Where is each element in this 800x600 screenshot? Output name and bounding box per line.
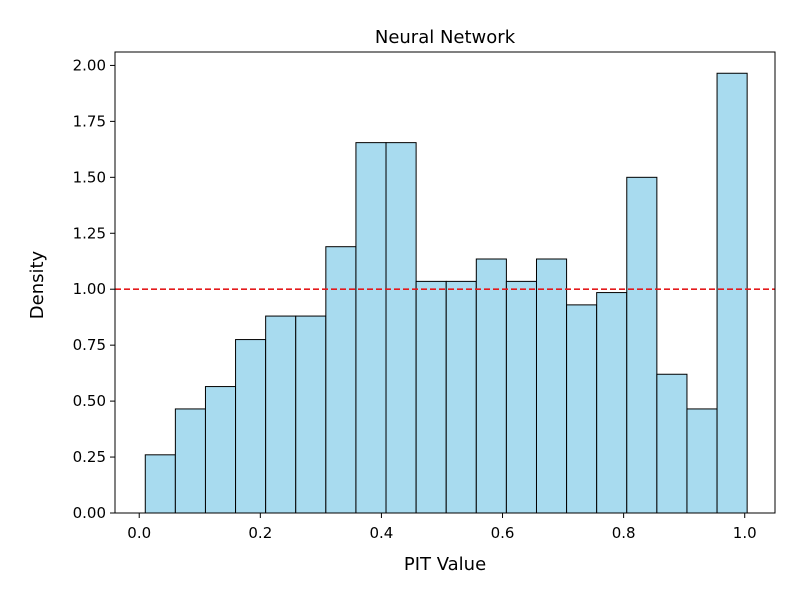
histogram-bar xyxy=(445,280,477,514)
histogram-bar xyxy=(235,339,267,514)
bars-group xyxy=(144,72,748,514)
histogram-bar xyxy=(265,315,297,514)
y-axis-label: Density xyxy=(27,250,48,319)
y-tick-label: 1.50 xyxy=(73,168,106,186)
chart-title: Neural Network xyxy=(375,27,516,48)
histogram-bar xyxy=(505,280,537,514)
x-axis-ticks: 0.0 0.2 0.4 0.6 0.8 1.0 xyxy=(127,513,757,542)
histogram-bar xyxy=(535,258,568,514)
histogram-bar xyxy=(475,258,507,514)
x-tick-label: 0.4 xyxy=(369,524,393,542)
histogram-bar xyxy=(566,304,598,514)
y-tick-label: 0.75 xyxy=(73,336,106,354)
histogram-bar xyxy=(325,246,357,514)
y-tick-label: 1.25 xyxy=(73,224,106,242)
histogram-bar xyxy=(355,142,387,514)
histogram-bar xyxy=(385,142,417,514)
histogram-bar xyxy=(415,280,447,514)
y-tick-label: 0.50 xyxy=(73,392,106,410)
plot-frame xyxy=(114,51,776,514)
y-tick-label: 0.25 xyxy=(73,448,106,466)
y-tick-label: 1.75 xyxy=(73,112,106,130)
histogram-bar xyxy=(144,454,176,514)
histogram-bar xyxy=(204,386,237,514)
histogram-bar xyxy=(295,315,327,514)
histogram-bar xyxy=(596,292,628,514)
y-tick-label: 2.00 xyxy=(73,56,106,74)
y-tick-label: 1.00 xyxy=(73,280,106,298)
x-tick-label: 0.8 xyxy=(612,524,636,542)
y-tick-label: 0.00 xyxy=(73,504,106,522)
histogram-bar xyxy=(626,176,658,514)
histogram-bar xyxy=(174,408,206,514)
histogram-bar xyxy=(686,408,718,514)
x-tick-label: 0.6 xyxy=(491,524,515,542)
histogram-bar xyxy=(716,72,748,514)
x-tick-label: 0.2 xyxy=(248,524,272,542)
x-tick-label: 1.0 xyxy=(733,524,757,542)
x-tick-label: 0.0 xyxy=(127,524,151,542)
y-axis-ticks: 0.00 0.25 0.50 0.75 1.00 1.25 1.50 1.75 2.00 xyxy=(73,56,115,522)
x-axis-label: PIT Value xyxy=(404,554,486,575)
histogram-bar xyxy=(656,373,688,514)
